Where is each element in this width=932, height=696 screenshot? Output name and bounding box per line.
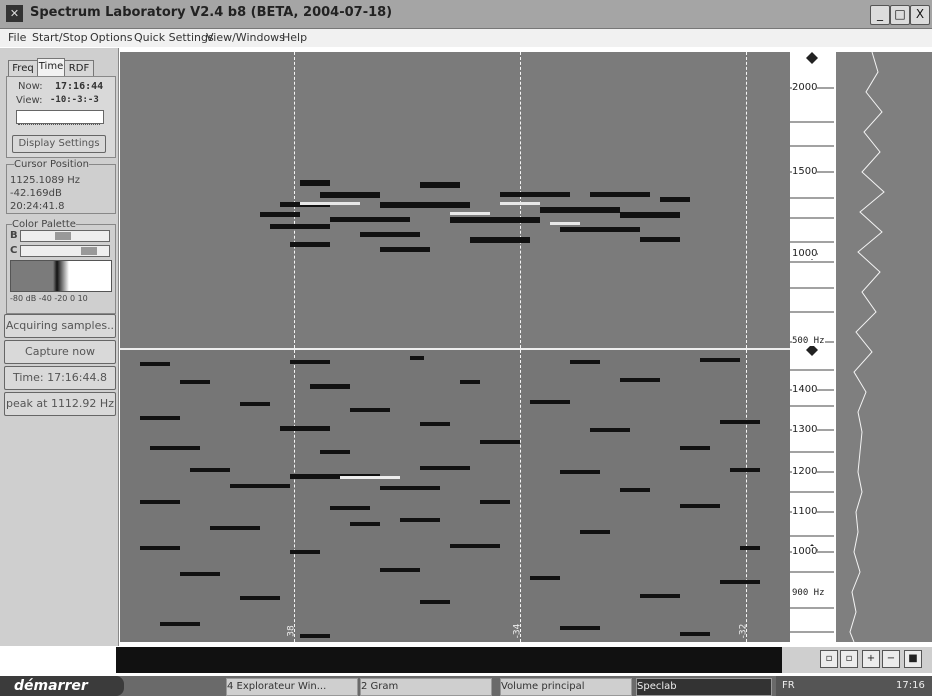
contrast-label: C xyxy=(10,245,18,256)
close-button[interactable]: X xyxy=(910,5,930,25)
contrast-scrollbar[interactable] xyxy=(20,245,110,257)
spectrum-scope[interactable] xyxy=(836,52,932,642)
contrast-thumb[interactable] xyxy=(81,247,97,255)
scale-label: 500 Hz xyxy=(792,336,825,346)
slider-ticks xyxy=(18,124,100,127)
title-bar[interactable]: ✕ Spectrum Laboratory V2.4 b8 (BETA, 200… xyxy=(0,0,932,29)
scale-label: 2000 xyxy=(792,82,818,93)
scale-label: 1000 xyxy=(792,546,818,557)
scale-controls: ▫ ▫ + − ■ xyxy=(782,647,932,673)
signal-traces xyxy=(140,356,760,638)
menu-help[interactable]: Help xyxy=(282,31,308,44)
signal-blob xyxy=(260,180,690,252)
scale-button-2[interactable]: ▫ xyxy=(840,650,858,668)
display-divider[interactable] xyxy=(120,348,790,350)
task-speclab[interactable]: Speclab xyxy=(636,678,772,696)
time-gridline xyxy=(294,52,295,348)
cursor-group-label: Cursor Position xyxy=(14,159,89,170)
app-icon: ✕ xyxy=(6,5,23,22)
zoom-in-icon[interactable]: + xyxy=(862,650,880,668)
scale-label: 1100 xyxy=(792,506,818,517)
time-gridline xyxy=(746,350,747,642)
menu-options[interactable]: Options xyxy=(90,31,133,44)
palette-group-label: Color Palette xyxy=(12,219,76,230)
spectrogram-detail[interactable]: 38 -34 -32 xyxy=(120,350,790,642)
language-indicator[interactable]: FR xyxy=(782,680,795,691)
tab-time[interactable]: Time xyxy=(37,58,65,78)
start-button[interactable]: démarrer xyxy=(0,676,124,696)
time-button[interactable]: Time: 17:16:44.8 xyxy=(4,366,116,390)
palette-gradient xyxy=(10,260,112,292)
menu-start-stop[interactable]: Start/Stop xyxy=(32,31,88,44)
scale-label: 1500 xyxy=(792,166,818,177)
task-explorer[interactable]: 4 Explorateur Win... xyxy=(226,678,358,696)
time-gridline xyxy=(746,52,747,348)
scale-button-1[interactable]: ▫ xyxy=(820,650,838,668)
time-marker: 38 xyxy=(286,625,297,637)
task-gram[interactable]: 2 Gram xyxy=(360,678,492,696)
frequency-scale[interactable]: 2000 1500 1000 500 Hz 1400 1300 1200 110… xyxy=(790,52,834,642)
cursor-level: -42.169dB xyxy=(10,188,62,199)
start-label: démarrer xyxy=(14,678,88,694)
view-slider[interactable] xyxy=(16,110,104,124)
menu-view-windows[interactable]: View/Windows xyxy=(206,31,285,44)
view-value: -10:-3:-3 xyxy=(50,95,99,105)
scale-label: 1300 xyxy=(792,424,818,435)
scale-label: 900 Hz xyxy=(792,588,825,598)
time-gridline xyxy=(520,350,521,642)
zoom-out-icon[interactable]: − xyxy=(882,650,900,668)
brightness-thumb[interactable] xyxy=(55,232,71,240)
display-settings-button[interactable]: Display Settings xyxy=(12,135,106,153)
system-tray: FR 17:16 xyxy=(776,676,932,696)
now-value: 17:16:44 xyxy=(55,81,104,92)
window-title: Spectrum Laboratory V2.4 b8 (BETA, 2004-… xyxy=(30,5,393,20)
cursor-freq: 1125.1089 Hz xyxy=(10,175,81,186)
spectrogram-overview[interactable] xyxy=(120,52,790,348)
menu-quick-settings[interactable]: Quick Settings xyxy=(134,31,214,44)
screen-icon[interactable]: ■ xyxy=(904,650,922,668)
scale-label: 1400 xyxy=(792,384,818,395)
time-marker: -34 xyxy=(512,623,523,639)
view-label: View: xyxy=(16,95,43,106)
capture-now-button[interactable]: Capture now xyxy=(4,340,116,364)
time-gridline xyxy=(294,350,295,642)
waterfall-strip xyxy=(116,647,782,673)
menu-file[interactable]: File xyxy=(8,31,27,44)
menu-bar: File Start/Stop Options Quick Settings V… xyxy=(0,29,932,47)
brightness-scrollbar[interactable] xyxy=(20,230,110,242)
time-gridline xyxy=(520,52,521,348)
task-volume[interactable]: Volume principal xyxy=(500,678,632,696)
clock: 17:16 xyxy=(896,680,925,691)
spectrum-trace xyxy=(849,52,885,642)
peak-button[interactable]: peak at 1112.92 Hz xyxy=(4,392,116,416)
scale-label: 1200 xyxy=(792,466,818,477)
minimize-button[interactable]: _ xyxy=(870,5,890,25)
maximize-button[interactable]: □ xyxy=(890,5,910,25)
palette-ticks: -80 dB -40 -20 0 10 xyxy=(10,294,88,303)
acquiring-samples-button[interactable]: Acquiring samples.. xyxy=(4,314,116,338)
brightness-label: B xyxy=(10,230,18,241)
scale-label: 1000 xyxy=(792,248,818,259)
cursor-time: 20:24:41.8 xyxy=(10,201,65,212)
now-label: Now: xyxy=(18,81,43,92)
time-marker: -32 xyxy=(738,623,749,639)
